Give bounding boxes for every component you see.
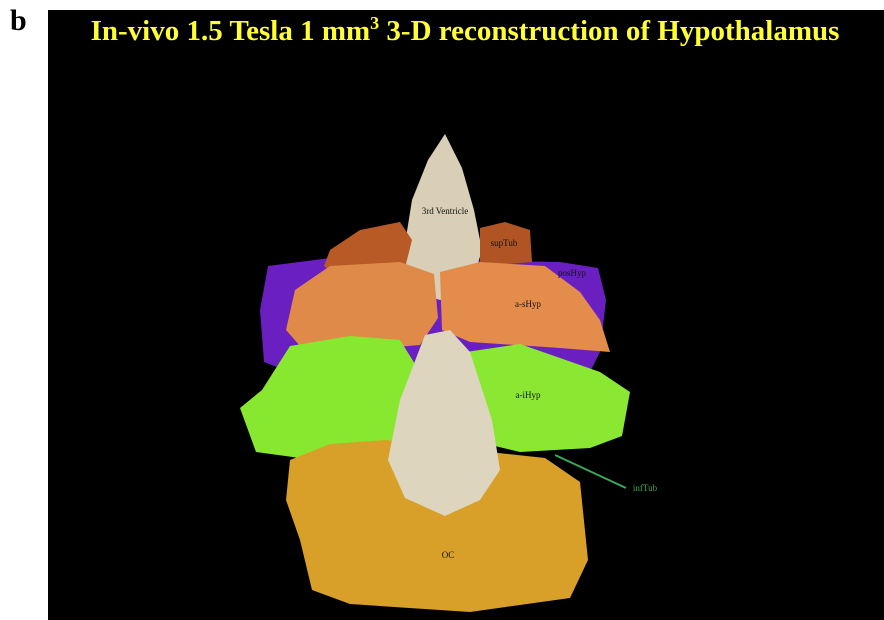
title: In-vivo 1.5 Tesla 1 mm3 3-D reconstructi… xyxy=(91,13,840,47)
label-oc: OC xyxy=(442,550,455,560)
title-rest: 3-D reconstruction of Hypothalamus xyxy=(379,15,839,47)
title-main: In-vivo 1.5 Tesla 1 mm xyxy=(91,15,371,47)
figure: b In-vivo 1.5 Tesla 1 mm3 3-D reconstruc… xyxy=(0,0,884,620)
label-sup-tub: supTub xyxy=(491,238,518,248)
label-a-i-hyp: a-iHyp xyxy=(516,390,541,400)
label-pos-hyp: posHyp xyxy=(558,268,587,278)
label-third-ventricle: 3rd Ventricle xyxy=(422,206,469,216)
title-superscript: 3 xyxy=(370,13,379,33)
page: {"panel_label": "b", "title": {"main": "… xyxy=(0,0,884,620)
label-a-s-hyp: a-sHyp xyxy=(515,299,541,309)
label-inf-tub: infTub xyxy=(633,483,658,493)
panel-label: b xyxy=(10,4,27,37)
